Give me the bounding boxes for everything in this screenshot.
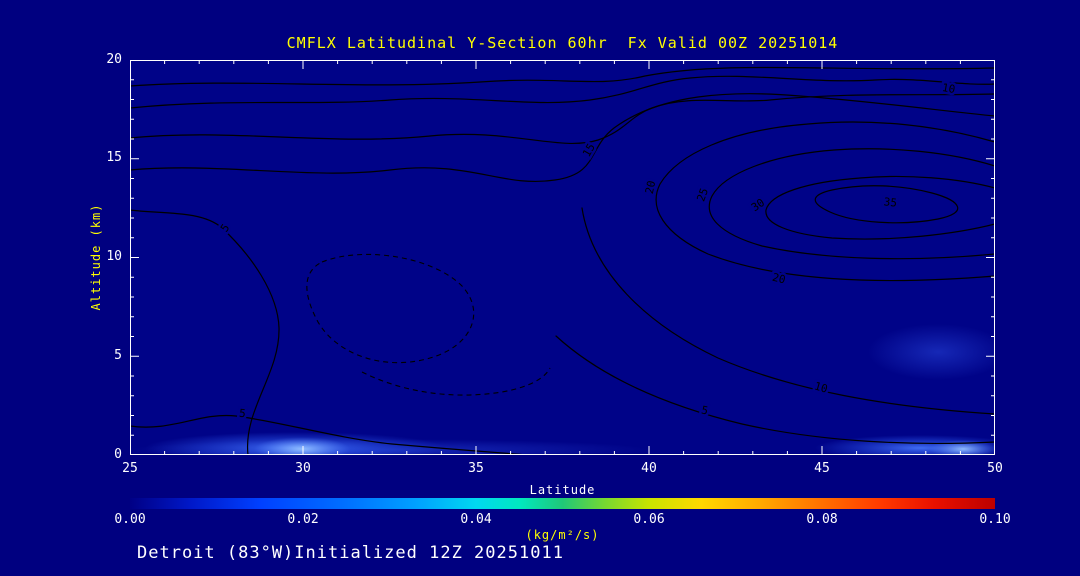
colorbar-tick-label: 0.02 (287, 512, 319, 527)
x-tick-label: 30 (295, 461, 311, 476)
contour-label: 20 (771, 271, 787, 287)
x-tick-label: 25 (122, 461, 138, 476)
y-tick-label: 10 (106, 249, 122, 264)
x-tick-label: 40 (641, 461, 657, 476)
y-tick-label: 20 (106, 52, 122, 67)
colorbar-tick-label: 0.04 (460, 512, 492, 527)
contour-lines (130, 66, 995, 455)
colorbar-unit-label: (kg/m²/s) (525, 528, 600, 542)
colorbar-tick-label: 0.00 (114, 512, 146, 527)
colorbar (130, 498, 995, 509)
y-tick-label: 5 (114, 348, 122, 363)
x-tick-label: 50 (987, 461, 1003, 476)
chart-title: CMFLX Latitudinal Y-Section 60hr Fx Vali… (286, 34, 839, 52)
contour-label: 10 (941, 81, 956, 96)
y-tick-label: 15 (106, 150, 122, 165)
plot-frame-border (130, 60, 995, 455)
contour-label: 5 (238, 407, 246, 421)
contour-label: 35 (883, 195, 898, 209)
x-tick-label: 35 (468, 461, 484, 476)
plot-area: 10 15 20 25 30 35 20 10 5 5 5 (130, 60, 995, 455)
contour-plot-svg: 10 15 20 25 30 35 20 10 5 5 5 (130, 60, 995, 455)
x-axis-title: Latitude (529, 483, 596, 497)
contour-value-labels: 10 15 20 25 30 35 20 10 5 5 5 (215, 79, 958, 423)
x-tick-label: 45 (814, 461, 830, 476)
footer-run-info: Detroit (83°W)Initialized 12Z 20251011 (137, 543, 564, 563)
shading-patches (130, 324, 995, 455)
contour-label: 20 (643, 179, 658, 195)
y-tick-label: 0 (114, 447, 122, 462)
colorbar-tick-label: 0.10 (979, 512, 1011, 527)
colorbar-tick-label: 0.06 (633, 512, 665, 527)
colorbar-tick-label: 0.08 (806, 512, 838, 527)
